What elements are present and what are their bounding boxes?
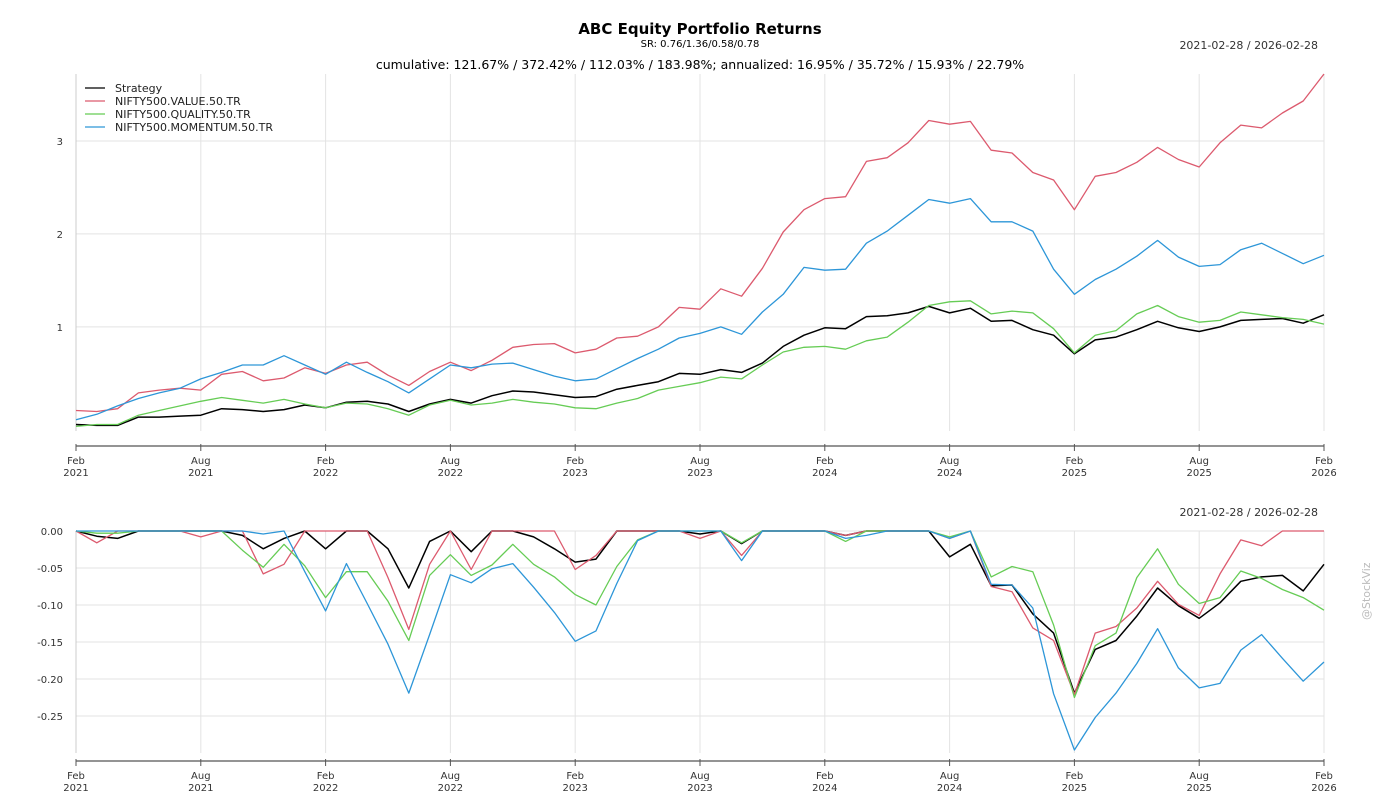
x-tick-label: 2021	[188, 468, 213, 479]
x-tick-label: 2025	[1186, 783, 1211, 794]
x-tick-label: 2026	[1311, 468, 1336, 479]
series-line	[75, 305, 1325, 427]
series-line	[75, 530, 1325, 694]
x-tick-label: 2023	[687, 783, 712, 794]
x-tick-label: 2023	[687, 468, 712, 479]
series-line	[75, 530, 1324, 696]
x-tick-label: 2021	[63, 783, 88, 794]
series-line	[75, 73, 1325, 413]
series-line	[76, 530, 1325, 751]
legend-entry: NIFTY500.QUALITY.50.TR	[115, 108, 251, 121]
y-tick-label: 3	[57, 137, 63, 148]
x-tick-label: 2022	[313, 783, 338, 794]
x-tick-label: Feb	[1315, 771, 1333, 782]
x-tick-label: 2022	[438, 468, 463, 479]
x-tick-label: Feb	[1066, 456, 1084, 467]
sharpe-ratio-subtitle: SR: 0.76/1.36/0.58/0.78	[640, 39, 760, 50]
x-tick-label: Feb	[1315, 456, 1333, 467]
x-tick-label: 2025	[1062, 783, 1087, 794]
y-tick-label: -0.05	[37, 564, 63, 575]
x-tick-label: 2024	[812, 783, 837, 794]
x-tick-label: 2025	[1186, 468, 1211, 479]
x-tick-label: Feb	[566, 771, 584, 782]
x-tick-label: Aug	[441, 456, 461, 467]
series-line	[75, 300, 1325, 428]
y-tick-label: 1	[57, 323, 63, 334]
x-tick-label: 2023	[562, 468, 587, 479]
date-range-bottom: 2021-02-28 / 2026-02-28	[1179, 506, 1318, 519]
y-tick-label: 0.00	[41, 527, 63, 538]
x-tick-label: Feb	[816, 771, 834, 782]
x-tick-label: 2024	[812, 468, 837, 479]
x-tick-label: Feb	[317, 771, 335, 782]
x-tick-label: Feb	[67, 771, 85, 782]
y-tick-label: -0.25	[37, 712, 63, 723]
y-tick-label: 2	[57, 230, 63, 241]
x-tick-label: Aug	[940, 456, 960, 467]
legend-entry: NIFTY500.VALUE.50.TR	[115, 95, 241, 108]
x-tick-label: Feb	[67, 456, 85, 467]
x-tick-label: 2024	[937, 783, 962, 794]
returns-summary: cumulative: 121.67% / 372.42% / 112.03% …	[375, 57, 1025, 72]
x-tick-label: 2021	[188, 783, 213, 794]
x-tick-label: Aug	[191, 771, 211, 782]
x-tick-label: 2021	[63, 468, 88, 479]
x-tick-label: 2025	[1062, 468, 1087, 479]
y-tick-label: -0.20	[37, 675, 63, 686]
x-tick-label: Aug	[1189, 456, 1209, 467]
drawdown-chart: 0.00-0.05-0.10-0.15-0.20-0.25Feb2021Aug2…	[37, 527, 1337, 794]
x-tick-label: 2024	[937, 468, 962, 479]
x-tick-label: 2022	[313, 468, 338, 479]
x-tick-label: Aug	[690, 456, 710, 467]
date-range-top: 2021-02-28 / 2026-02-28	[1179, 39, 1318, 52]
page-title: ABC Equity Portfolio Returns	[578, 20, 822, 38]
x-tick-label: Feb	[317, 456, 335, 467]
x-tick-label: Aug	[690, 771, 710, 782]
x-tick-label: Aug	[441, 771, 461, 782]
y-tick-label: -0.10	[37, 601, 63, 612]
x-tick-label: Aug	[191, 456, 211, 467]
x-tick-label: Feb	[816, 456, 834, 467]
x-tick-label: Aug	[1189, 771, 1209, 782]
x-tick-label: 2026	[1311, 783, 1336, 794]
y-tick-label: -0.15	[37, 638, 63, 649]
x-tick-label: Feb	[566, 456, 584, 467]
x-tick-label: Feb	[1066, 771, 1084, 782]
legend-entry: NIFTY500.MOMENTUM.50.TR	[115, 121, 273, 134]
x-tick-label: 2023	[562, 783, 587, 794]
series-line	[75, 197, 1325, 421]
cumulative-returns-chart: 123Feb2021Aug2021Feb2022Aug2022Feb2023Au…	[57, 73, 1337, 479]
legend-entry: Strategy	[115, 82, 163, 95]
x-tick-label: Aug	[940, 771, 960, 782]
x-tick-label: 2022	[438, 783, 463, 794]
